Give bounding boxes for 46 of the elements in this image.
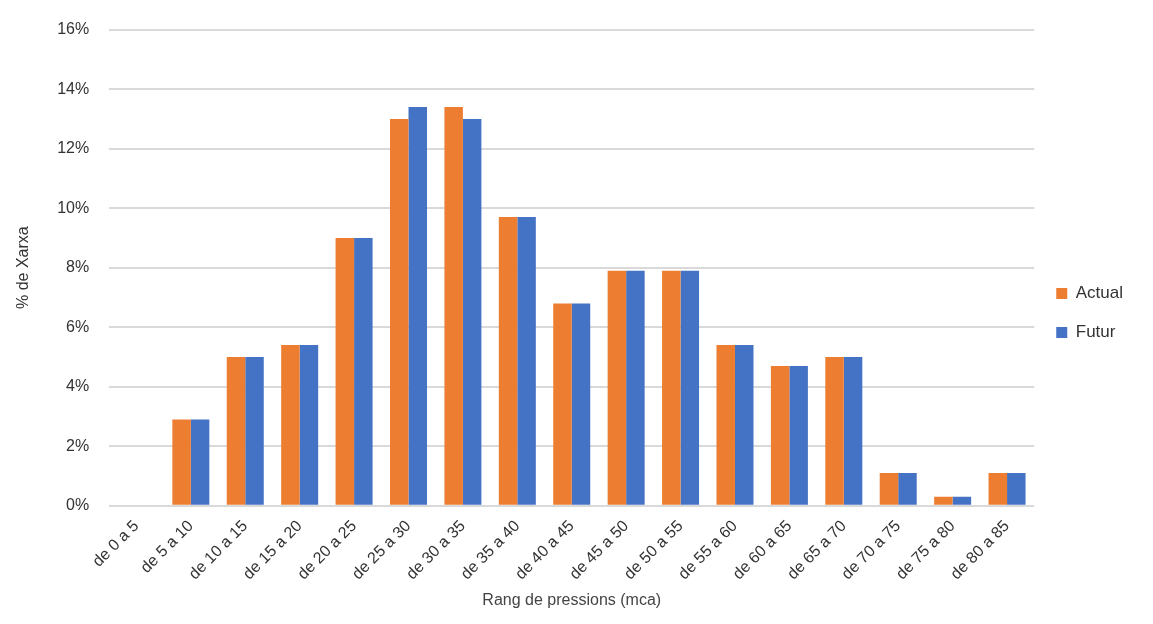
x-tick-label: de 0 a 5	[88, 516, 142, 570]
bar	[299, 345, 319, 505]
bar	[408, 106, 427, 505]
bar	[879, 473, 899, 505]
bar	[898, 473, 917, 505]
bar	[770, 365, 790, 505]
bar	[335, 237, 355, 505]
bar	[680, 270, 700, 505]
bar	[607, 270, 627, 505]
bar	[517, 217, 536, 505]
y-tick-label: 12%	[57, 139, 90, 157]
legend-label: Actual	[1075, 283, 1123, 303]
bar	[952, 496, 972, 505]
y-tick-label: 0%	[66, 496, 90, 514]
y-tick-label: 4%	[66, 377, 90, 395]
bar	[716, 345, 735, 505]
bar	[1007, 473, 1026, 505]
y-tick-label: 14%	[57, 79, 90, 97]
bar	[498, 217, 518, 505]
bar	[444, 106, 463, 505]
x-axis-title: Rang de pressions (mca)	[482, 590, 662, 608]
y-tick-label: 8%	[66, 258, 90, 276]
bar	[789, 365, 808, 505]
bar	[825, 356, 844, 505]
bar	[734, 345, 754, 505]
y-tick-label: 16%	[57, 20, 90, 38]
y-tick-label: 10%	[57, 198, 90, 216]
bar	[354, 237, 373, 505]
bar	[245, 356, 264, 505]
y-tick-label: 2%	[66, 436, 90, 454]
y-axis-title: % de Xarxa	[14, 226, 32, 310]
bar	[281, 345, 300, 505]
bar	[226, 356, 246, 505]
y-tick-label: 6%	[66, 317, 90, 335]
legend-label: Futur	[1075, 322, 1116, 342]
bar	[462, 118, 482, 505]
bar	[934, 496, 953, 505]
bar	[571, 303, 591, 505]
bar	[172, 419, 191, 505]
bar	[626, 270, 645, 505]
bar	[843, 356, 863, 505]
bar	[553, 303, 572, 505]
bar	[662, 270, 681, 505]
bar	[390, 118, 409, 505]
bar	[988, 473, 1008, 505]
bar	[190, 419, 210, 505]
